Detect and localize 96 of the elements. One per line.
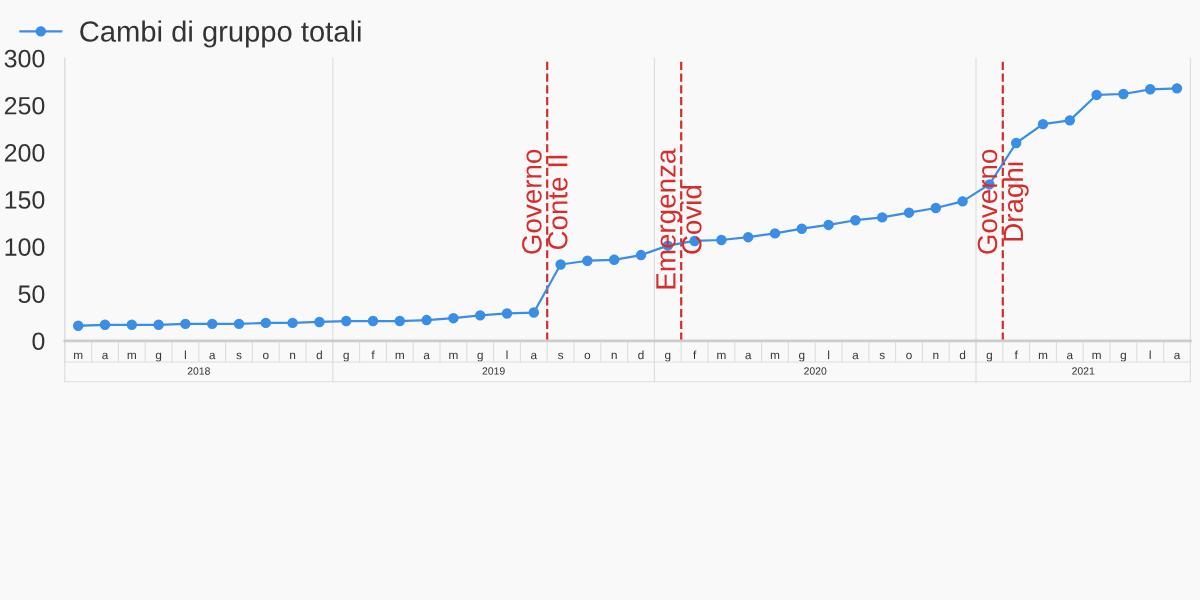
- legend-label: Cambi di gruppo totali: [80, 20, 361, 48]
- point: [474, 310, 486, 321]
- point: [957, 196, 968, 207]
- x-tick-label: o: [584, 352, 591, 360]
- x-tick-label: s: [236, 352, 242, 360]
- text: Governo Draghi: [977, 149, 1029, 254]
- point: [930, 202, 942, 214]
- point: [1010, 137, 1022, 149]
- point: [582, 255, 593, 266]
- point: [260, 317, 272, 329]
- x-tick-label: m: [1038, 352, 1048, 360]
- x-tick-label: a: [745, 352, 752, 360]
- x-tick-label: a: [1174, 352, 1181, 360]
- x-tick-label: g: [1120, 352, 1126, 362]
- point: [233, 318, 245, 330]
- x-tick-label: a: [531, 352, 538, 360]
- text: Governo Conte II: [522, 149, 568, 254]
- point: [796, 223, 808, 234]
- y-tick-label: 0: [32, 332, 45, 351]
- x-tick-label: f: [693, 350, 697, 360]
- x-tick-label: d: [316, 350, 322, 360]
- x-tick-label: d: [959, 350, 966, 360]
- point: [394, 315, 406, 327]
- text: 2018: [187, 367, 210, 375]
- x-tick-label: o: [263, 352, 269, 360]
- x-tick-label: s: [879, 352, 885, 360]
- x-tick-label: l: [506, 350, 508, 360]
- point: [1144, 84, 1156, 95]
- y-tick-label: 200: [4, 144, 45, 162]
- point: [635, 249, 647, 261]
- text: 2021: [1072, 367, 1095, 375]
- x-tick-label: m: [1092, 352, 1101, 360]
- x-tick-label: l: [184, 350, 186, 360]
- point: [850, 215, 861, 226]
- x-tick-label: m: [449, 352, 458, 360]
- y-tick-label: 300: [4, 49, 45, 68]
- x-tick-label: o: [906, 352, 912, 360]
- text: 2020: [804, 367, 827, 375]
- point: [421, 314, 432, 326]
- point: [716, 234, 727, 246]
- x-tick-label: a: [423, 352, 430, 360]
- x-tick-label: m: [74, 352, 83, 360]
- x-tick-label: g: [986, 352, 992, 362]
- point: [823, 219, 834, 231]
- x-tick-label: a: [209, 352, 216, 360]
- x-tick-label: a: [102, 352, 109, 360]
- x-tick-label: g: [477, 352, 483, 362]
- point: [903, 207, 915, 218]
- point: [180, 318, 191, 330]
- y-tick-label: 250: [4, 96, 45, 115]
- y-tick-label: 50: [18, 285, 45, 303]
- point: [742, 231, 754, 243]
- x-tick-label: s: [557, 352, 564, 360]
- point: [314, 316, 325, 328]
- point: [1064, 115, 1076, 126]
- x-tick-label: g: [343, 352, 349, 362]
- point: [1037, 118, 1049, 130]
- x-tick-label: n: [290, 352, 296, 360]
- x-tick-label: m: [717, 352, 726, 360]
- x-tick-label: n: [933, 352, 939, 360]
- point: [448, 312, 459, 324]
- point: [608, 254, 620, 265]
- x-tick-label: g: [799, 352, 805, 362]
- point: [99, 319, 111, 330]
- point: [1171, 83, 1183, 94]
- x-tick-label: f: [1014, 350, 1018, 360]
- x-tick-label: m: [395, 352, 404, 360]
- y-tick-label: 150: [5, 191, 45, 209]
- point: [72, 320, 84, 331]
- point: [1091, 89, 1102, 101]
- point: [287, 317, 298, 329]
- point: [206, 318, 218, 330]
- point: [153, 319, 164, 330]
- point: [876, 212, 888, 223]
- point: [1118, 88, 1129, 100]
- x-tick-label: m: [770, 352, 780, 360]
- x-tick-label: l: [1149, 350, 1151, 360]
- x-tick-label: f: [371, 350, 375, 360]
- point: [555, 259, 566, 270]
- text: Emergenza Covid: [656, 148, 702, 289]
- x-tick-label: a: [1067, 352, 1074, 360]
- x-tick-label: n: [611, 352, 617, 360]
- x-tick-label: d: [638, 350, 644, 360]
- text: 2019: [482, 367, 505, 375]
- x-tick-label: a: [852, 352, 859, 360]
- point: [769, 228, 781, 239]
- point: [528, 307, 540, 318]
- y-tick-label: 100: [5, 238, 45, 256]
- point: [367, 315, 379, 327]
- point: [126, 319, 138, 330]
- x-tick-label: g: [155, 352, 162, 362]
- x-tick-label: m: [127, 352, 136, 360]
- point: [340, 315, 352, 327]
- point: [501, 308, 513, 319]
- x-tick-label: l: [828, 350, 830, 360]
- x-tick-label: g: [665, 352, 671, 362]
